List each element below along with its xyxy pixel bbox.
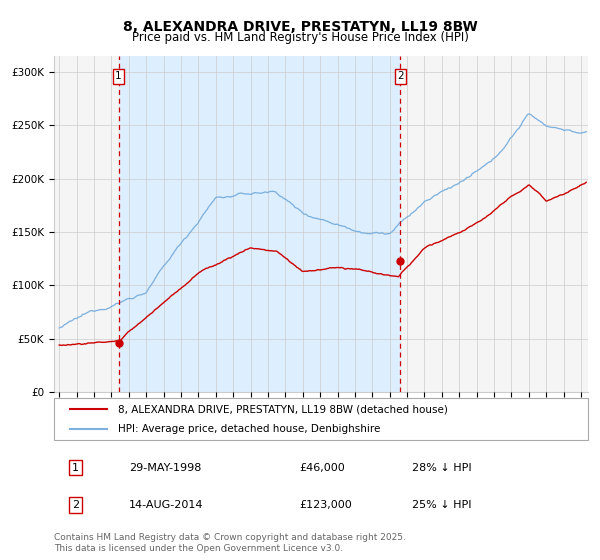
Text: £123,000: £123,000 [299, 500, 352, 510]
Text: Contains HM Land Registry data © Crown copyright and database right 2025.
This d: Contains HM Land Registry data © Crown c… [54, 533, 406, 553]
Text: 14-AUG-2014: 14-AUG-2014 [129, 500, 203, 510]
Text: 25% ↓ HPI: 25% ↓ HPI [412, 500, 471, 510]
Text: 1: 1 [72, 463, 79, 473]
Bar [119, 56, 400, 392]
FancyBboxPatch shape [54, 398, 588, 440]
Text: 8, ALEXANDRA DRIVE, PRESTATYN, LL19 8BW (detached house): 8, ALEXANDRA DRIVE, PRESTATYN, LL19 8BW … [118, 404, 448, 414]
Text: 2: 2 [397, 71, 404, 81]
Text: 28% ↓ HPI: 28% ↓ HPI [412, 463, 472, 473]
Text: 8, ALEXANDRA DRIVE, PRESTATYN, LL19 8BW: 8, ALEXANDRA DRIVE, PRESTATYN, LL19 8BW [122, 20, 478, 34]
Text: 2: 2 [72, 500, 79, 510]
Text: 29-MAY-1998: 29-MAY-1998 [129, 463, 201, 473]
Text: HPI: Average price, detached house, Denbighshire: HPI: Average price, detached house, Denb… [118, 424, 380, 434]
Text: 1: 1 [115, 71, 122, 81]
Text: Price paid vs. HM Land Registry's House Price Index (HPI): Price paid vs. HM Land Registry's House … [131, 31, 469, 44]
Text: £46,000: £46,000 [299, 463, 346, 473]
